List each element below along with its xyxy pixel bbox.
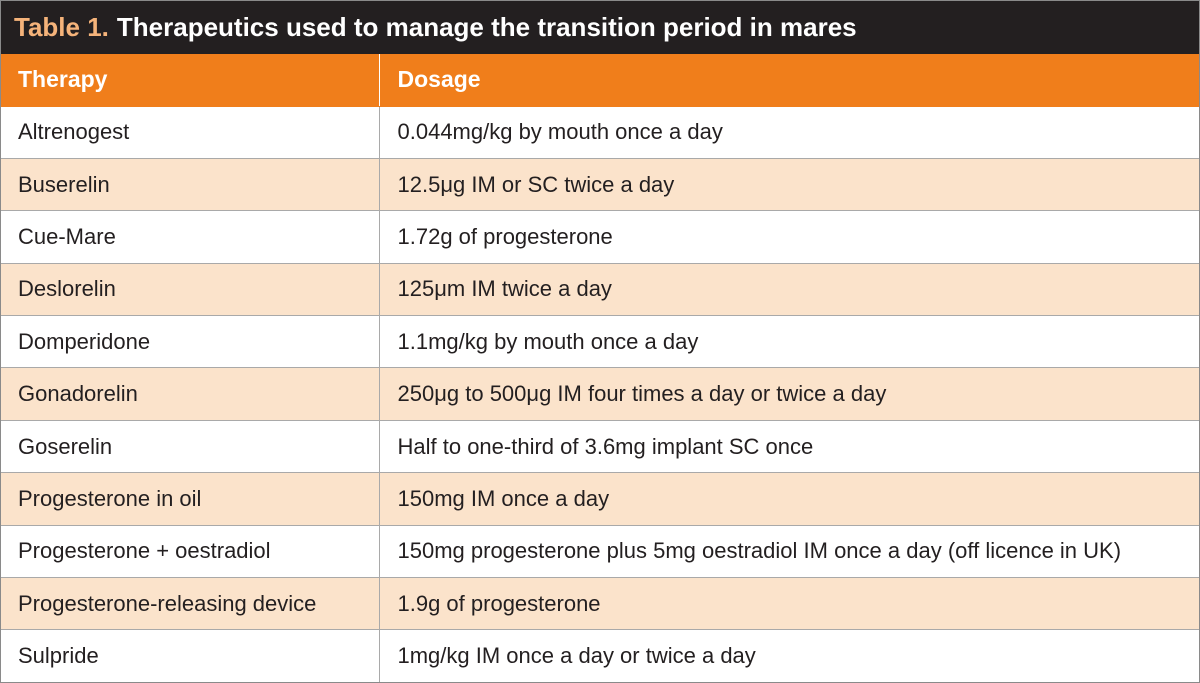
dosage-cell: 125μm IM twice a day [379,263,1200,317]
table-row: Progesterone-releasing device 1.9g of pr… [0,577,1200,631]
header-dosage: Dosage [379,54,1200,107]
table-row: Progesterone in oil 150mg IM once a day [0,472,1200,526]
therapeutics-table: Therapy Dosage Altrenogest 0.044mg/kg by… [0,54,1200,683]
table-row: Buserelin 12.5μg IM or SC twice a day [0,158,1200,212]
dosage-cell: 1.72g of progesterone [379,210,1200,264]
therapy-cell: Progesterone-releasing device [0,577,380,631]
table-caption: Therapeutics used to manage the transiti… [116,11,857,42]
dosage-cell: 150mg progesterone plus 5mg oestradiol I… [379,525,1200,579]
table-row: Progesterone + oestradiol 150mg progeste… [0,525,1200,579]
dosage-cell: 150mg IM once a day [379,472,1200,526]
dosage-cell: 1.9g of progesterone [379,577,1200,631]
table-row: Sulpride 1mg/kg IM once a day or twice a… [0,629,1200,683]
therapy-cell: Goserelin [0,420,380,474]
therapy-cell: Cue-Mare [0,210,380,264]
header-therapy: Therapy [0,54,380,107]
dosage-cell: Half to one-third of 3.6mg implant SC on… [379,420,1200,474]
therapy-cell: Gonadorelin [0,367,380,421]
table-row: Gonadorelin 250μg to 500μg IM four times… [0,367,1200,421]
header-row: Therapy Dosage [0,54,1200,107]
dosage-cell: 1mg/kg IM once a day or twice a day [379,629,1200,683]
table-row: Domperidone 1.1mg/kg by mouth once a day [0,315,1200,369]
table-row: Altrenogest 0.044mg/kg by mouth once a d… [0,106,1200,159]
therapy-cell: Sulpride [0,629,380,683]
table-row: Goserelin Half to one-third of 3.6mg imp… [0,420,1200,474]
dosage-cell: 1.1mg/kg by mouth once a day [379,315,1200,369]
therapy-cell: Altrenogest [0,106,380,159]
table-row: Deslorelin 125μm IM twice a day [0,263,1200,317]
therapy-cell: Buserelin [0,158,380,212]
therapy-cell: Domperidone [0,315,380,369]
therapy-cell: Progesterone in oil [0,472,380,526]
table-number: Table 1. [14,11,109,42]
therapy-cell: Deslorelin [0,263,380,317]
dosage-cell: 0.044mg/kg by mouth once a day [379,106,1200,159]
table-title: Table 1. Therapeutics used to manage the… [0,0,1200,54]
dosage-cell: 12.5μg IM or SC twice a day [379,158,1200,212]
dosage-cell: 250μg to 500μg IM four times a day or tw… [379,367,1200,421]
table-row: Cue-Mare 1.72g of progesterone [0,210,1200,264]
therapy-cell: Progesterone + oestradiol [0,525,380,579]
